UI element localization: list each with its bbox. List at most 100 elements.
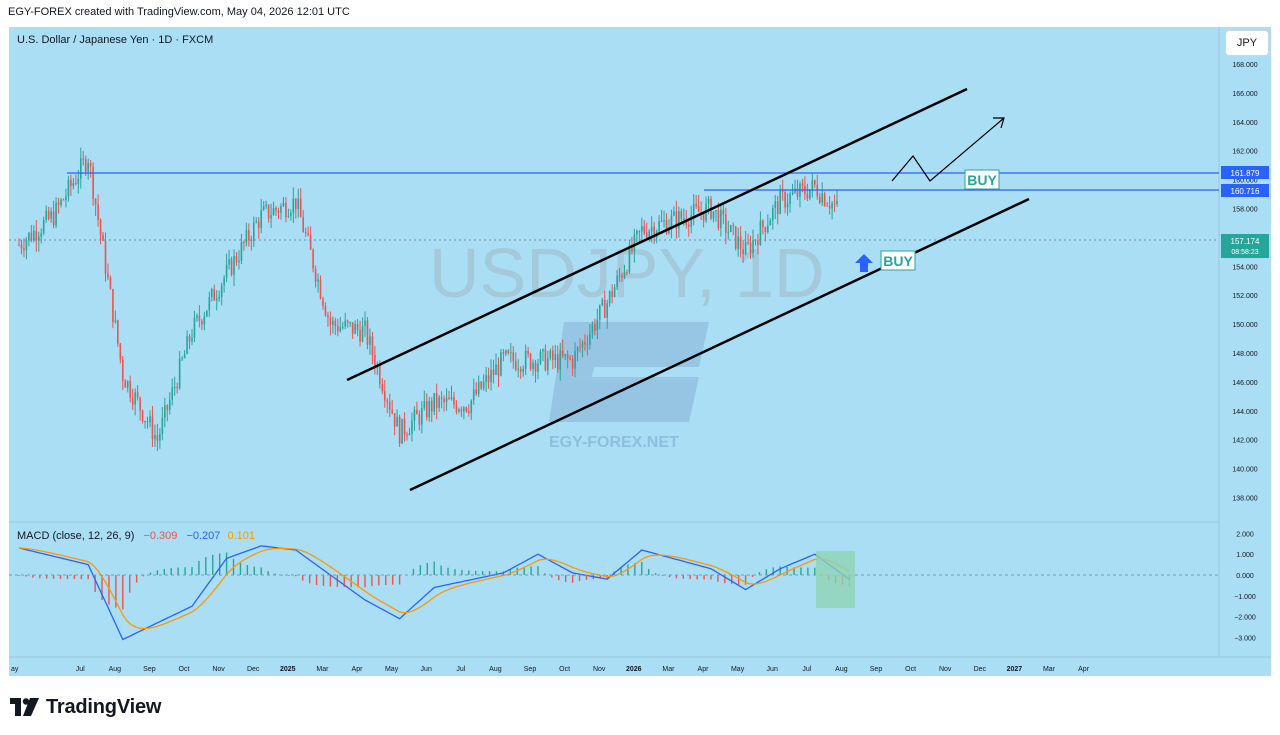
candle-body [450, 396, 453, 400]
candle-body [124, 380, 127, 388]
candle-body [752, 239, 754, 253]
macd-hist-bar [537, 566, 539, 575]
candle-body [178, 358, 181, 389]
macd-hist-bar [509, 569, 512, 575]
candle-body [636, 230, 638, 235]
candle-body [776, 201, 779, 215]
buy-label-lower[interactable]: BUY [880, 250, 916, 271]
macd-hist-bar [661, 575, 664, 576]
candle-body [702, 212, 705, 221]
candle-body [762, 220, 764, 228]
candle-body [675, 211, 678, 229]
macd-axis[interactable]: 2.000 1.000 0.000 −1.000 −2.000 −3.000 [1234, 531, 1256, 642]
candle-body [482, 381, 485, 389]
macd-hist-bar [696, 575, 698, 580]
candle-body [47, 210, 50, 219]
channel-upper-line[interactable] [346, 87, 968, 382]
candle-body [608, 291, 611, 304]
candle-body [722, 209, 725, 215]
macd-hist-bar [25, 575, 27, 577]
chart-svg[interactable]: USDJPY, 1D EGY-FOREX.NET BUY [9, 27, 1271, 676]
candle-body [406, 434, 408, 436]
time-tick-label: Mar [1043, 666, 1056, 673]
candle-body [324, 306, 327, 316]
macd-hist-bar [765, 569, 768, 575]
tradingview-logo[interactable]: TradingView [10, 694, 161, 720]
macd-hist-bar [149, 572, 152, 575]
time-tick-label: May [731, 666, 745, 673]
macd-hist-bar [198, 560, 200, 575]
price-axis[interactable]: 170.000168.000166.000164.000162.000160.0… [1232, 33, 1257, 502]
candle-body [198, 315, 201, 321]
candle-body [440, 397, 443, 399]
candle-body [396, 416, 398, 427]
candle-body [428, 400, 431, 418]
channel-lower-line[interactable] [409, 197, 1030, 492]
candle-body [611, 291, 613, 297]
time-tick-label: Aug [489, 666, 502, 673]
macd-hist-bar [45, 575, 48, 579]
candle-body [82, 158, 85, 160]
macd-hist-bar [654, 573, 657, 575]
candle-body [191, 337, 193, 342]
candle-body [131, 397, 134, 405]
svg-text:BUY: BUY [967, 172, 997, 188]
macd-hist-bar [641, 562, 643, 575]
candle-body [344, 320, 347, 327]
candle-body [744, 242, 747, 255]
candle-body [653, 226, 655, 238]
candle-body [628, 245, 631, 273]
candle-body [683, 218, 685, 220]
candle-body [502, 352, 505, 354]
candle-body [398, 416, 401, 444]
candle-body [213, 289, 216, 301]
macd-hist-bar [302, 575, 304, 581]
candle-body [729, 225, 732, 232]
candle-body [122, 359, 124, 381]
candle-body [416, 409, 418, 415]
candle-body [220, 285, 223, 297]
macd-hist-bar [177, 567, 179, 575]
candle-body [561, 350, 564, 357]
candle-body [576, 347, 579, 352]
candle-body [626, 271, 628, 273]
time-tick-label: 2025 [280, 666, 296, 673]
candle-body [779, 190, 781, 215]
macd-hist-bar [620, 567, 622, 575]
candle-body [112, 289, 114, 323]
candle-body [650, 226, 653, 232]
candle-body [388, 402, 391, 410]
chart-area[interactable]: USDJPY, 1D EGY-FOREX.NET BUY [9, 27, 1271, 676]
candle-body [579, 347, 581, 349]
candle-body [749, 242, 752, 253]
macd-hist-bar [391, 575, 394, 585]
candle-body [87, 163, 89, 172]
macd-hist-bar [814, 567, 816, 575]
macd-hist-bar [80, 575, 82, 580]
time-axis[interactable]: ay Jul Aug Sep Oct Nov Dec 2025 Mar Apr May Jun Jul A… [11, 666, 1090, 673]
macd-hist-bar [731, 575, 733, 585]
candle-body [314, 268, 317, 282]
candle-body [77, 178, 80, 184]
candle-body [421, 407, 423, 425]
buy-label-upper[interactable]: BUY [964, 169, 1000, 190]
macd-hist-bar [558, 575, 560, 581]
time-tick-label: Jul [802, 666, 811, 673]
candle-body [248, 229, 250, 241]
macd-hist-bar [267, 571, 269, 575]
candle-body [621, 275, 623, 278]
candle-body [668, 227, 670, 234]
candle-body [119, 343, 122, 360]
price-tick-label: 140.000 [1232, 467, 1257, 474]
candle-body [275, 207, 277, 211]
candle-body [107, 273, 109, 278]
candle-body [769, 220, 772, 226]
candle-body [262, 206, 265, 210]
candle-body [134, 392, 136, 405]
candle-body [480, 381, 482, 389]
macd-hist-bar [239, 562, 242, 575]
macd-hist-bar [481, 571, 484, 575]
candle-body [114, 320, 117, 323]
price-tick-label: 142.000 [1232, 438, 1257, 445]
currency-button[interactable]: JPY [1225, 30, 1269, 56]
